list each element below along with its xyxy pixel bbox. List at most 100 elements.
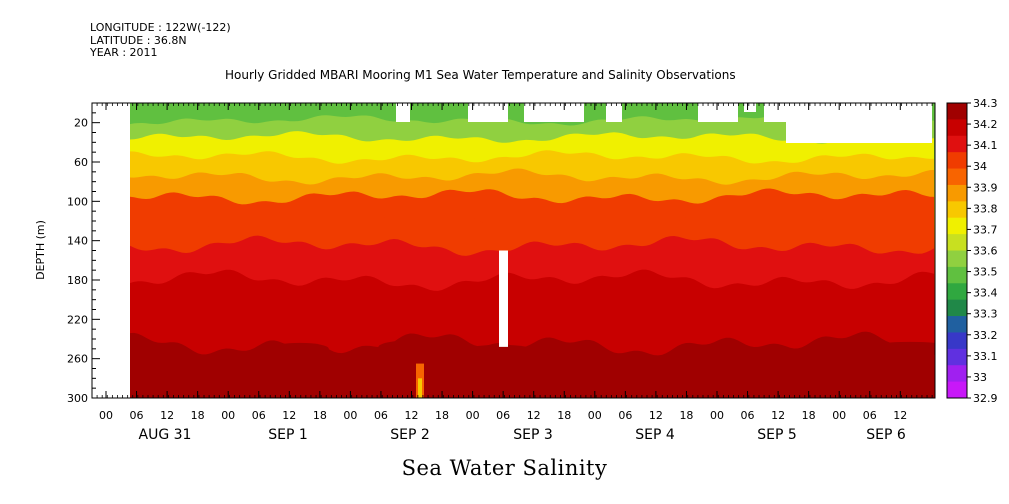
salinity-field [130,103,935,398]
y-tick-label-180: 180 [67,274,88,287]
x-tick-label-11: 18 [435,409,449,422]
colorbar-label-33.5: 33.5 [973,266,998,279]
x-tick-label-15: 18 [557,409,571,422]
x-tick-label-1: 06 [130,409,144,422]
colorbar-label-34.1: 34.1 [973,139,998,152]
x-tick-label-0: 00 [99,409,113,422]
colorbar-label-33: 33 [973,371,987,384]
colorbar-swatch-2 [947,135,967,153]
missing-data-6 [744,103,756,112]
colorbar-swatch-12 [947,299,967,317]
colorbar-swatch-14 [947,332,967,350]
chart-title: Hourly Gridded MBARI Mooring M1 Sea Wate… [225,68,736,82]
colorbar-swatch-17 [947,381,967,399]
x-tick-label-3: 18 [191,409,205,422]
missing-data-9 [840,103,888,113]
variable-label: Sea Water Salinity [401,456,608,480]
colorbar-label-33.9: 33.9 [973,181,998,194]
x-tick-label-14: 12 [527,409,541,422]
x-date-label-6: SEP 6 [866,427,906,443]
x-tick-label-7: 18 [313,409,327,422]
colorbar-swatch-1 [947,119,967,137]
colorbar-swatch-16 [947,365,967,383]
x-tick-label-16: 00 [588,409,602,422]
missing-data-2 [468,103,508,122]
x-date-label-2: SEP 2 [390,427,430,443]
colorbar-swatch-7 [947,217,967,235]
colorbar-label-34.3: 34.3 [973,97,998,110]
missing-data-3 [524,103,584,122]
x-tick-label-8: 00 [343,409,357,422]
x-date-label-5: SEP 5 [757,427,797,443]
salinity-max-patch-1 [271,342,329,355]
missing-data-5 [698,103,738,122]
x-tick-label-12: 00 [466,409,480,422]
colorbar-swatch-3 [947,152,967,170]
missing-data-7 [764,103,786,122]
longitude-label: LONGITUDE : 122W(-122) [90,21,231,34]
x-tick-label-9: 06 [374,409,388,422]
x-tick-label-17: 06 [618,409,632,422]
x-date-label-3: SEP 3 [513,427,553,443]
x-tick-label-21: 06 [741,409,755,422]
x-tick-label-4: 00 [221,409,235,422]
salinity-max-patch-4 [678,347,742,360]
colorbar-swatch-15 [947,348,967,366]
colorbar-swatch-13 [947,316,967,333]
x-date-label-0: AUG 31 [139,427,192,443]
x-tick-label-2: 12 [160,409,174,422]
x-tick-label-18: 12 [649,409,663,422]
colorbar-swatch-0 [947,103,967,120]
colorbar-swatch-8 [947,234,967,251]
colorbar-swatch-6 [947,201,967,219]
year-label: YEAR : 2011 [90,46,158,59]
x-tick-label-13: 06 [496,409,510,422]
colorbar-label-33.1: 33.1 [973,350,998,363]
colorbar-label-33.3: 33.3 [973,308,998,321]
salinity-anomaly-core [418,378,422,398]
x-tick-label-10: 12 [405,409,419,422]
x-tick-label-22: 12 [771,409,785,422]
x-date-label-4: SEP 4 [635,427,675,443]
x-tick-label-24: 00 [832,409,846,422]
colorbar-swatch-11 [947,283,967,301]
colorbar-swatch-10 [947,266,967,284]
x-tick-label-6: 12 [282,409,296,422]
x-tick-label-5: 06 [252,409,266,422]
x-date-label-1: SEP 1 [268,427,308,443]
depth-band-285 [130,354,935,398]
colorbar-label-33.2: 33.2 [973,329,998,342]
colorbar-label-34.2: 34.2 [973,118,998,131]
y-tick-label-140: 140 [67,235,88,248]
x-tick-label-26: 12 [893,409,907,422]
x-tick-label-20: 00 [710,409,724,422]
colorbar-swatch-5 [947,184,967,202]
colorbar-label-33.8: 33.8 [973,202,998,215]
colorbar-swatch-9 [947,250,967,268]
colorbar-label-32.9: 32.9 [973,392,998,405]
colorbar-label-33.6: 33.6 [973,245,998,258]
x-tick-label-23: 18 [802,409,816,422]
colorbar-label-33.7: 33.7 [973,223,998,236]
salinity-max-patch-2 [378,339,462,354]
y-tick-label-60: 60 [74,156,88,169]
missing-data-4 [606,103,622,122]
missing-data-1 [396,103,410,122]
colorbar-label-33.4: 33.4 [973,287,998,300]
location-metadata: LONGITUDE : 122W(-122) LATITUDE : 36.8N … [90,21,231,60]
y-tick-label-300: 300 [67,392,88,405]
missing-data-column [499,250,508,347]
colorbar-label-34: 34 [973,160,987,173]
x-tick-label-19: 18 [679,409,693,422]
x-tick-label-25: 06 [863,409,877,422]
y-tick-label-260: 260 [67,353,88,366]
latitude-label: LATITUDE : 36.8N [90,33,187,47]
y-axis-label: DEPTH (m) [34,220,47,280]
colorbar-swatch-4 [947,168,967,186]
y-tick-label-220: 220 [67,313,88,326]
y-tick-label-100: 100 [67,195,88,208]
y-tick-label-20: 20 [74,117,88,130]
salinity-max-patch-5 [862,341,935,356]
salinity-max-patch-3 [464,344,536,357]
